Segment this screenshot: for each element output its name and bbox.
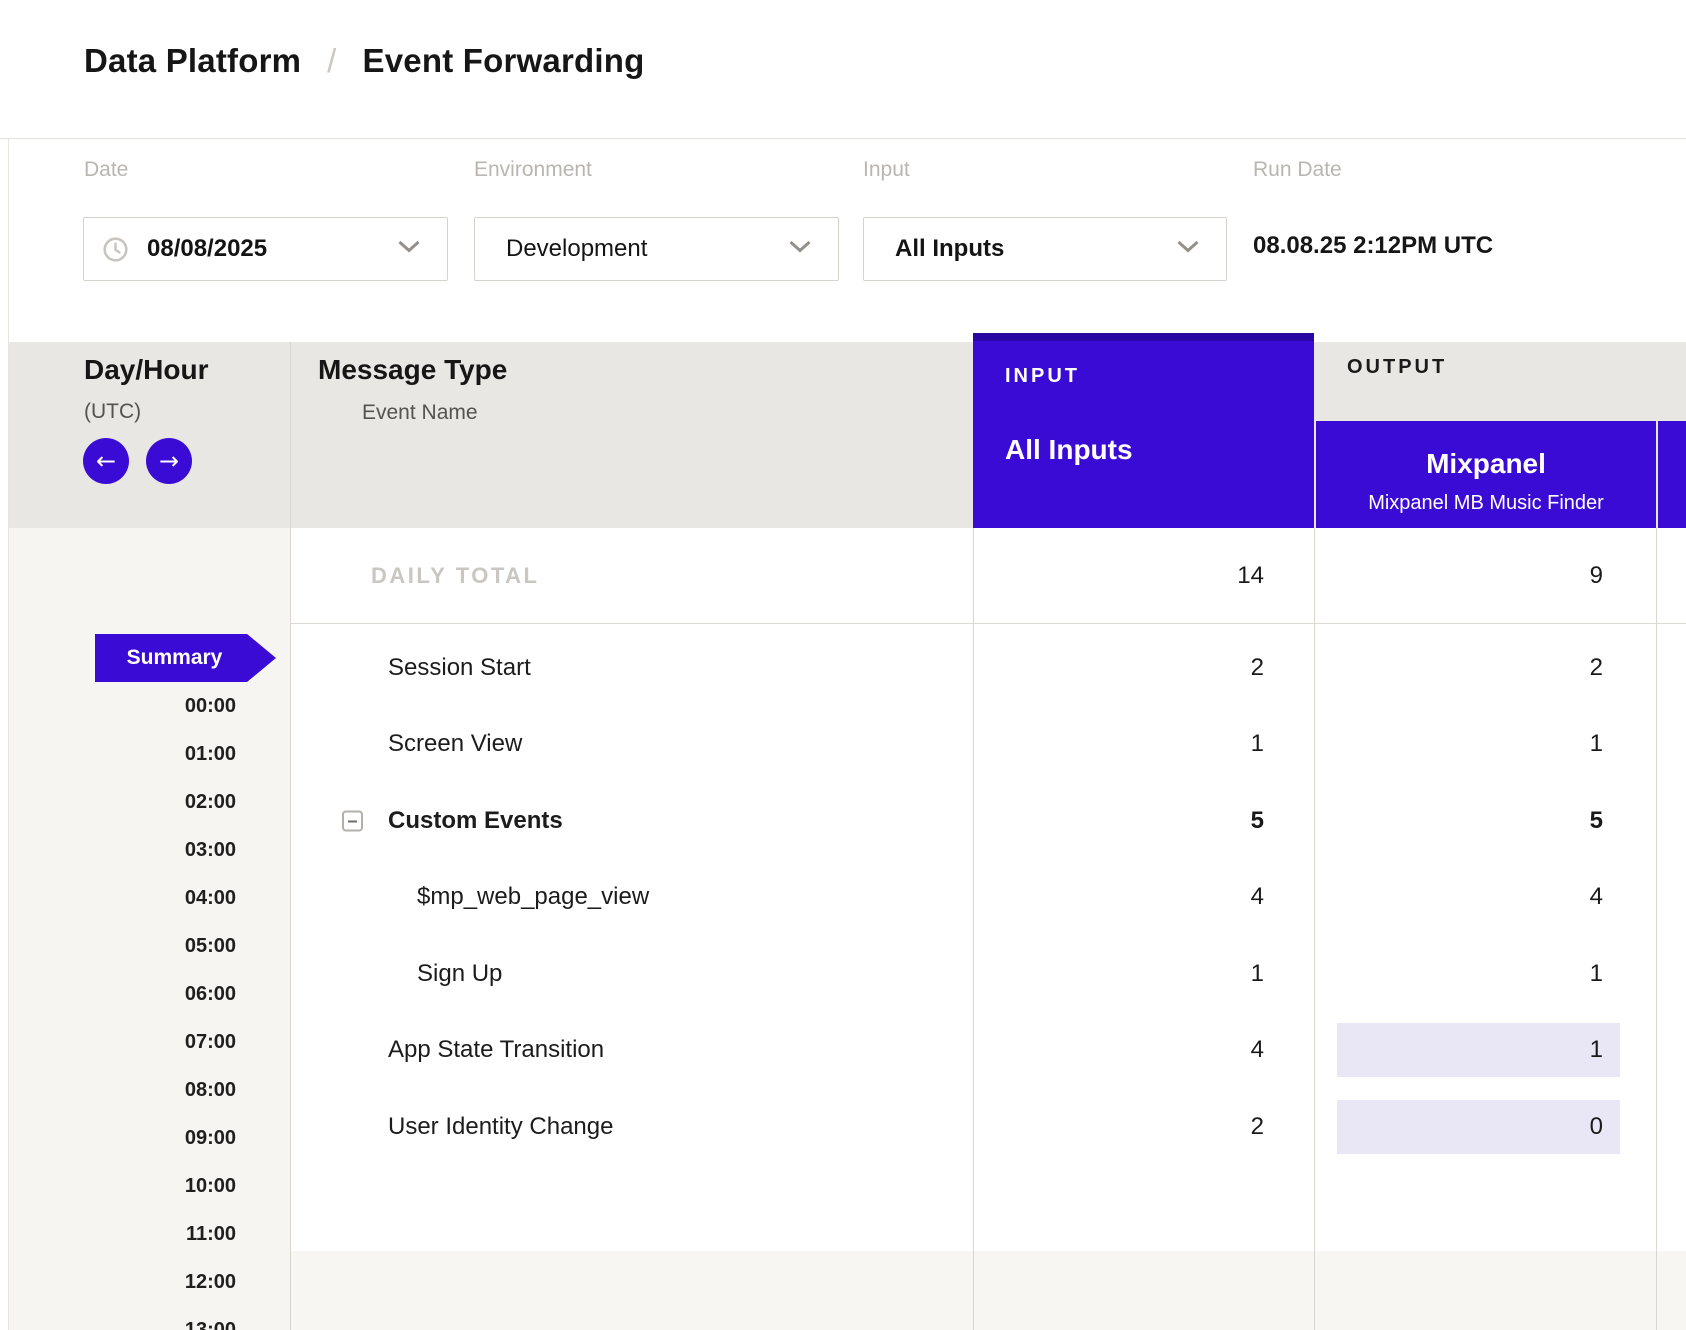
- collapse-minus-icon[interactable]: [342, 810, 363, 832]
- output-section-label: OUTPUT: [1347, 356, 1448, 378]
- date-value: 08/08/2025: [147, 235, 268, 262]
- empty-rows-background: [290, 1251, 1686, 1330]
- hour-label[interactable]: 11:00: [185, 1223, 236, 1245]
- hour-label[interactable]: 09:00: [184, 1127, 236, 1149]
- input-filter-label: Input: [863, 158, 910, 181]
- daily-total-row: DAILY TOTAL 14 9: [290, 529, 1686, 623]
- output-count: 1: [1589, 730, 1603, 757]
- hour-label[interactable]: 05:00: [184, 935, 236, 957]
- output-count: 2: [1589, 654, 1603, 681]
- hour-label[interactable]: 00:00: [184, 695, 236, 717]
- table-row-sub-event: Sign Up 1 1: [290, 936, 1686, 1012]
- environment-filter-label: Environment: [474, 158, 592, 181]
- hour-label[interactable]: 13:00: [184, 1319, 236, 1330]
- summary-label: Summary: [126, 646, 223, 669]
- event-name: Custom Events: [388, 807, 563, 834]
- output-count: 0: [1589, 1113, 1603, 1140]
- breadcrumb-separator: /: [327, 42, 337, 79]
- input-value: All Inputs: [895, 235, 1005, 262]
- day-hour-column-header: Day/Hour: [84, 354, 209, 385]
- table-row-custom-events: Custom Events 5 5: [290, 783, 1686, 859]
- output-column-subtitle: Mixpanel MB Music Finder: [1368, 492, 1604, 514]
- input-count: 2: [1250, 654, 1264, 681]
- input-count: 5: [1250, 807, 1264, 834]
- date-select[interactable]: 08/08/2025: [83, 217, 448, 281]
- event-name-subheader: Event Name: [362, 401, 478, 424]
- hour-label[interactable]: 04:00: [184, 887, 236, 909]
- hour-label[interactable]: 10:00: [184, 1175, 236, 1197]
- table-row: Screen View 1 1: [290, 706, 1686, 782]
- page-title: Event Forwarding: [362, 42, 645, 79]
- previous-day-button[interactable]: ←: [83, 438, 129, 484]
- table-row: Session Start 2 2: [290, 630, 1686, 706]
- hour-label[interactable]: 02:00: [184, 791, 236, 813]
- breadcrumb-bar: Data Platform / Event Forwarding: [0, 0, 1686, 139]
- input-count: 2: [1250, 1113, 1264, 1140]
- day-hour-units: (UTC): [84, 400, 142, 423]
- input-count: 4: [1250, 883, 1264, 910]
- hour-label[interactable]: 08:00: [184, 1079, 236, 1101]
- divider-input-output: [1314, 528, 1315, 1330]
- input-select[interactable]: All Inputs: [863, 217, 1227, 281]
- input-selected-strip: [973, 333, 1314, 341]
- table-row-sub-event: $mp_web_page_view 4 4: [290, 859, 1686, 935]
- next-day-button[interactable]: →: [146, 438, 192, 484]
- breadcrumb-section[interactable]: Data Platform: [84, 42, 302, 79]
- highlighted-output-cell[interactable]: [1337, 1023, 1620, 1077]
- divider-output-next: [1656, 528, 1657, 1330]
- hour-label[interactable]: 01:00: [184, 743, 236, 765]
- highlighted-output-cell[interactable]: [1337, 1100, 1620, 1154]
- divider-message-input: [973, 528, 974, 1330]
- hour-label[interactable]: 07:00: [184, 1031, 236, 1053]
- arrow-left-icon: ←: [95, 447, 117, 475]
- table-row: User Identity Change 2 0: [290, 1089, 1686, 1165]
- output-count: 5: [1589, 807, 1603, 834]
- page-left-border: [8, 0, 9, 1330]
- input-count: 1: [1250, 730, 1264, 757]
- daily-total-label: DAILY TOTAL: [371, 563, 540, 588]
- hour-label[interactable]: 03:00: [184, 839, 236, 861]
- date-filter-label: Date: [84, 158, 129, 181]
- event-name: $mp_web_page_view: [417, 883, 650, 910]
- summary-row-badge[interactable]: Summary: [95, 634, 276, 682]
- environment-select[interactable]: Development: [474, 217, 839, 281]
- output-count: 1: [1589, 960, 1603, 987]
- output-count: 4: [1589, 883, 1603, 910]
- event-name: Sign Up: [417, 960, 503, 987]
- event-name: App State Transition: [388, 1036, 605, 1063]
- event-name: Session Start: [388, 654, 531, 681]
- hour-label[interactable]: 06:00: [184, 983, 236, 1005]
- input-count: 4: [1250, 1036, 1264, 1063]
- clock-icon: [102, 236, 129, 263]
- output-column-header-mixpanel[interactable]: Mixpanel Mixpanel MB Music Finder: [1316, 421, 1656, 528]
- divider-dayhour-message: [290, 342, 291, 1330]
- daily-total-output-value: 9: [1589, 562, 1603, 589]
- environment-value: Development: [506, 235, 648, 262]
- input-column-header[interactable]: INPUT All Inputs: [973, 333, 1314, 528]
- input-section-label: INPUT: [1005, 365, 1080, 387]
- chevron-down-icon: [1176, 240, 1200, 258]
- output-column-header-next-partial[interactable]: [1658, 421, 1686, 528]
- breadcrumb: Data Platform / Event Forwarding: [84, 42, 644, 80]
- input-count: 1: [1250, 960, 1264, 987]
- run-date-label: Run Date: [1253, 158, 1342, 181]
- hour-label[interactable]: 12:00: [184, 1271, 236, 1293]
- event-name: Screen View: [388, 730, 523, 757]
- table-row: App State Transition 4 1: [290, 1012, 1686, 1088]
- daily-total-underline: [290, 623, 1686, 624]
- chevron-down-icon: [397, 240, 421, 258]
- arrow-right-icon: →: [158, 447, 180, 475]
- run-date-value: 08.08.25 2:12PM UTC: [1253, 232, 1494, 259]
- message-type-column-header: Message Type: [318, 354, 508, 385]
- day-pager: ← →: [83, 438, 192, 484]
- event-name: User Identity Change: [388, 1113, 614, 1140]
- output-column-title: Mixpanel: [1426, 448, 1546, 479]
- output-count: 1: [1589, 1036, 1603, 1063]
- daily-total-input-value: 14: [1237, 562, 1264, 589]
- input-column-title: All Inputs: [1005, 434, 1133, 465]
- chevron-down-icon: [788, 240, 812, 258]
